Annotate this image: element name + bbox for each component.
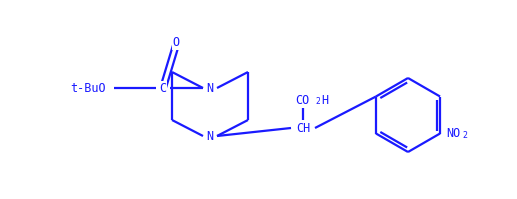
Text: t-BuO: t-BuO <box>70 82 106 95</box>
Text: N: N <box>206 82 214 95</box>
Text: H: H <box>321 94 328 106</box>
Text: CH: CH <box>296 122 310 135</box>
Text: C: C <box>159 82 166 95</box>
Text: 2: 2 <box>315 98 320 106</box>
Text: O: O <box>173 36 179 50</box>
Text: 2: 2 <box>462 131 467 140</box>
Text: NO: NO <box>446 127 460 140</box>
Text: N: N <box>206 130 214 142</box>
Text: CO: CO <box>295 94 309 106</box>
